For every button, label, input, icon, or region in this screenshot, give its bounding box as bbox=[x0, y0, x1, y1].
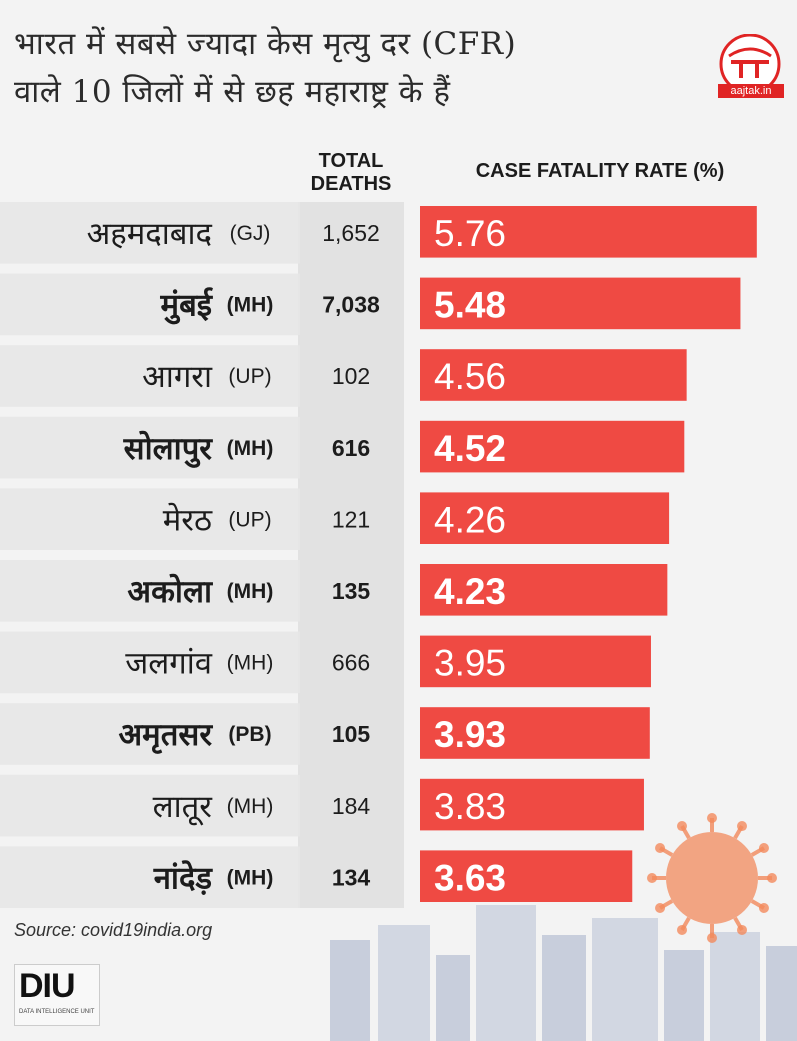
virus-spike-tip bbox=[758, 843, 769, 853]
row-band bbox=[0, 273, 300, 336]
cfr-value-label: 3.83 bbox=[434, 786, 506, 827]
state-label: (MH) bbox=[227, 437, 274, 460]
virus-spike-tip bbox=[767, 873, 777, 883]
aajtak-logo-icon bbox=[719, 34, 781, 95]
district-label: लातूर bbox=[153, 789, 214, 826]
cfr-value-label: 4.56 bbox=[434, 356, 506, 397]
deaths-value: 1,652 bbox=[322, 220, 380, 246]
deaths-value: 134 bbox=[332, 864, 371, 890]
state-label: (GJ) bbox=[230, 222, 271, 245]
row-band bbox=[0, 345, 300, 407]
cfr-value-label: 5.76 bbox=[434, 213, 506, 254]
state-label: (MH) bbox=[227, 652, 274, 675]
cfr-value-label: 5.48 bbox=[434, 285, 506, 326]
cfr-bar bbox=[420, 492, 670, 544]
deaths-value: 135 bbox=[332, 578, 371, 604]
diu-logo-text: DIU bbox=[19, 967, 76, 1005]
virus-spike-tip bbox=[737, 924, 747, 935]
diu-logo: DIU DATA INTELLIGENCE UNIT bbox=[14, 964, 100, 1026]
cfr-value-label: 3.63 bbox=[434, 857, 506, 898]
virus-spike-tip bbox=[707, 933, 717, 943]
district-label: अहमदाबाद bbox=[87, 216, 213, 252]
row-band bbox=[0, 774, 300, 837]
state-label: (UP) bbox=[228, 508, 271, 531]
virus-spike-tip bbox=[655, 903, 666, 913]
cfr-bar bbox=[420, 420, 685, 473]
cfr-bar bbox=[420, 349, 687, 401]
city-building bbox=[330, 940, 370, 1041]
state-label: (MH) bbox=[227, 795, 274, 818]
aajtak-site-label: aajtak.in bbox=[718, 84, 784, 98]
deaths-value: 666 bbox=[332, 650, 370, 676]
source-note: Source: covid19india.org bbox=[14, 920, 213, 940]
deaths-value: 121 bbox=[332, 506, 370, 532]
district-label: मेरठ bbox=[163, 502, 213, 538]
city-building bbox=[476, 905, 536, 1041]
header-total-deaths: TOTAL DEATHS bbox=[310, 150, 392, 195]
district-label: नांदेड़ bbox=[153, 859, 214, 896]
row-band bbox=[0, 703, 300, 765]
cfr-bar bbox=[420, 850, 633, 902]
district-label: आगरा bbox=[142, 359, 213, 395]
district-label: अकोला bbox=[127, 573, 213, 610]
deaths-value: 7,038 bbox=[322, 292, 380, 318]
virus-spike-tip bbox=[647, 873, 657, 883]
city-building bbox=[592, 918, 658, 1041]
virus-spike-tip bbox=[677, 924, 687, 935]
district-label: जलगांव bbox=[125, 646, 213, 682]
deaths-value: 616 bbox=[332, 435, 370, 461]
district-label: सोलापुर bbox=[123, 430, 214, 468]
city-building bbox=[664, 950, 704, 1041]
row-band bbox=[0, 416, 300, 479]
row-band bbox=[0, 846, 300, 908]
state-label: (PB) bbox=[228, 723, 271, 746]
deaths-value: 105 bbox=[332, 721, 371, 747]
diu-logo-subtitle: DATA INTELLIGENCE UNIT bbox=[19, 1009, 95, 1015]
row-band bbox=[0, 202, 300, 264]
title-line-2: वाले 10 जिलों में से छह महाराष्ट्र के है… bbox=[14, 74, 451, 110]
virus-icon bbox=[666, 832, 758, 924]
cfr-bar bbox=[420, 277, 741, 330]
title-line-1: भारत में सबसे ज्यादा केस मृत्यु दर (CFR) bbox=[14, 26, 517, 62]
row-band bbox=[0, 560, 300, 622]
virus-spike-tip bbox=[758, 903, 769, 913]
cfr-value-label: 3.93 bbox=[434, 714, 506, 755]
deaths-value: 102 bbox=[332, 363, 370, 389]
cfr-value-label: 4.23 bbox=[434, 571, 506, 612]
cfr-bar bbox=[420, 206, 757, 258]
city-building bbox=[542, 935, 586, 1041]
state-label: (MH) bbox=[227, 294, 274, 317]
row-band bbox=[0, 488, 300, 550]
state-label: (UP) bbox=[228, 365, 271, 388]
district-label: मुंबई bbox=[160, 287, 214, 325]
cfr-bar bbox=[420, 635, 651, 688]
row-band bbox=[0, 631, 300, 694]
cfr-bar bbox=[420, 778, 644, 831]
district-label: अमृतसर bbox=[118, 717, 213, 754]
virus-spike-tip bbox=[737, 821, 747, 832]
cfr-bar bbox=[420, 564, 668, 616]
virus-spike-tip bbox=[677, 821, 687, 832]
state-label: (MH) bbox=[227, 580, 274, 603]
city-building bbox=[378, 925, 430, 1041]
cfr-bar bbox=[420, 707, 650, 759]
cfr-value-label: 3.95 bbox=[434, 643, 506, 684]
virus-spike-tip bbox=[655, 843, 666, 853]
virus-spike-tip bbox=[707, 813, 717, 823]
city-building bbox=[436, 955, 470, 1041]
city-building bbox=[766, 946, 797, 1041]
deaths-column-band bbox=[298, 202, 404, 908]
city-building bbox=[710, 932, 760, 1041]
deaths-value: 184 bbox=[332, 793, 371, 819]
state-label: (MH) bbox=[227, 866, 274, 889]
cfr-value-label: 4.52 bbox=[434, 428, 506, 469]
header-case-fatality-rate: CASE FATALITY RATE (%) bbox=[475, 160, 725, 182]
cfr-value-label: 4.26 bbox=[434, 499, 506, 540]
